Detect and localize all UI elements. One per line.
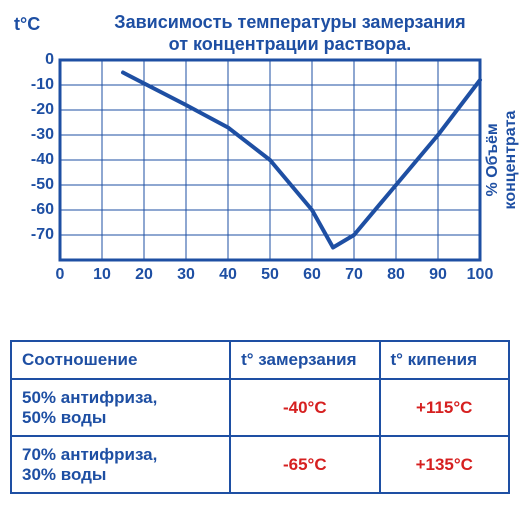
- x-tick-label: 10: [93, 266, 111, 284]
- cell-ratio: 70% антифриза,30% воды: [11, 436, 230, 493]
- cell-boil: +115°C: [380, 379, 510, 436]
- col-header-boil: t° кипения: [380, 341, 510, 379]
- chart-svg: [60, 60, 480, 260]
- x-tick-label: 40: [219, 266, 237, 284]
- table-container: Соотношение t° замерзания t° кипения 50%…: [10, 340, 510, 494]
- x-tick-label: 90: [429, 266, 447, 284]
- table-header-row: Соотношение t° замерзания t° кипения: [11, 341, 509, 379]
- col-header-freeze: t° замерзания: [230, 341, 379, 379]
- y-tick-label: -30: [31, 126, 54, 144]
- y-tick-label: -10: [31, 76, 54, 94]
- y-tick-label: 0: [45, 51, 54, 69]
- table-row: 50% антифриза,50% воды -40°C +115°C: [11, 379, 509, 436]
- x-tick-label: 80: [387, 266, 405, 284]
- col-header-ratio: Соотношение: [11, 341, 230, 379]
- y-tick-label: -20: [31, 101, 54, 119]
- y-tick-label: -50: [31, 176, 54, 194]
- x-tick-label: 50: [261, 266, 279, 284]
- x-tick-label: 60: [303, 266, 321, 284]
- x-tick-label: 70: [345, 266, 363, 284]
- y-tick-label: -40: [31, 151, 54, 169]
- x-axis-label: % Объёмконцентрата: [484, 111, 520, 210]
- y-tick-label: -70: [31, 226, 54, 244]
- y-axis-label: t°C: [14, 14, 40, 35]
- x-tick-label: 20: [135, 266, 153, 284]
- x-tick-label: 0: [56, 266, 65, 284]
- chart-title: Зависимость температуры замерзанияот кон…: [90, 12, 490, 55]
- x-tick-label: 30: [177, 266, 195, 284]
- x-tick-label: 100: [467, 266, 494, 284]
- table-row: 70% антифриза,30% воды -65°C +135°C: [11, 436, 509, 493]
- cell-freeze: -65°C: [230, 436, 379, 493]
- chart-container: t°C Зависимость температуры замерзанияот…: [10, 10, 520, 300]
- plot-area: % Объёмконцентрата 010203040506070809010…: [60, 60, 480, 260]
- cell-ratio: 50% антифриза,50% воды: [11, 379, 230, 436]
- cell-boil: +135°C: [380, 436, 510, 493]
- data-table: Соотношение t° замерзания t° кипения 50%…: [10, 340, 510, 494]
- y-tick-label: -60: [31, 201, 54, 219]
- cell-freeze: -40°C: [230, 379, 379, 436]
